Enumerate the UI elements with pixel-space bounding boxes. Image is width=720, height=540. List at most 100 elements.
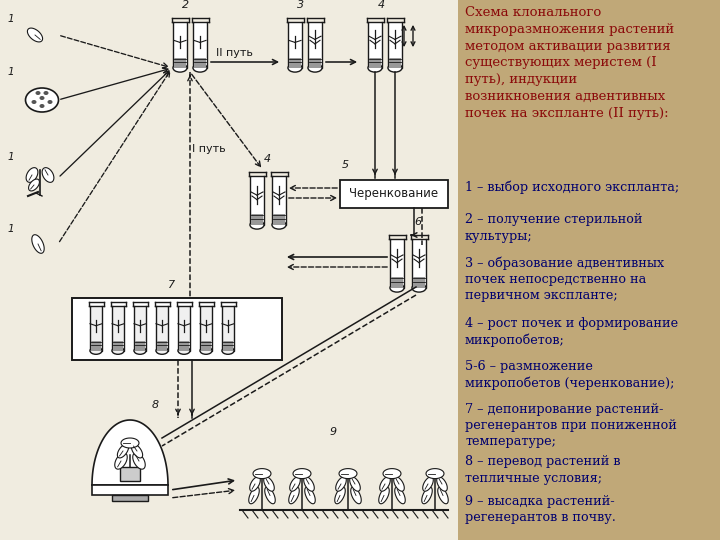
Bar — [193, 22, 207, 68]
Ellipse shape — [40, 104, 45, 108]
Ellipse shape — [48, 100, 53, 104]
Ellipse shape — [272, 221, 286, 229]
Polygon shape — [121, 438, 139, 448]
Bar — [223, 341, 233, 350]
Text: 4: 4 — [264, 154, 271, 164]
Ellipse shape — [250, 221, 264, 229]
Polygon shape — [32, 235, 44, 253]
Ellipse shape — [193, 64, 207, 72]
Polygon shape — [132, 453, 145, 469]
Bar — [0, 0, 458, 540]
Text: 7 – депонирование растений-
регенерантов при пониженной
температуре;: 7 – депонирование растений- регенерантов… — [465, 403, 677, 448]
Polygon shape — [395, 487, 405, 504]
Bar — [179, 341, 189, 350]
Ellipse shape — [222, 347, 234, 354]
Bar — [200, 306, 212, 350]
Bar — [90, 306, 102, 350]
Polygon shape — [253, 469, 271, 478]
Ellipse shape — [156, 347, 168, 354]
Text: 7: 7 — [168, 280, 175, 290]
Polygon shape — [42, 167, 54, 183]
Text: Схема клонального
микроразмножения растений
методом активации развития
существую: Схема клонального микроразмножения расте… — [465, 6, 674, 120]
Polygon shape — [336, 477, 346, 491]
Bar — [288, 22, 302, 68]
Polygon shape — [423, 477, 433, 491]
Text: 6: 6 — [414, 217, 421, 227]
Ellipse shape — [368, 64, 382, 72]
Bar — [157, 341, 167, 350]
Polygon shape — [131, 444, 143, 458]
Polygon shape — [92, 420, 168, 485]
Polygon shape — [437, 477, 447, 491]
Ellipse shape — [32, 100, 37, 104]
Polygon shape — [379, 487, 390, 504]
Text: 1: 1 — [8, 67, 14, 77]
Bar — [251, 214, 263, 225]
Text: 3 – образование адвентивных
почек непосредственно на
первичном экспланте;: 3 – образование адвентивных почек непоср… — [465, 256, 665, 302]
Bar — [173, 22, 187, 68]
Ellipse shape — [388, 64, 402, 72]
Text: 2 – получение стерильной
культуры;: 2 – получение стерильной культуры; — [465, 213, 642, 242]
Polygon shape — [438, 487, 449, 504]
Text: 1: 1 — [8, 152, 14, 162]
Text: I путь: I путь — [192, 144, 225, 154]
Bar — [389, 58, 401, 68]
Ellipse shape — [40, 96, 45, 100]
Text: 3: 3 — [297, 0, 305, 10]
Polygon shape — [114, 453, 127, 469]
Bar — [272, 176, 286, 225]
Bar — [369, 58, 381, 68]
Bar — [178, 306, 190, 350]
Polygon shape — [289, 477, 300, 491]
Text: 4: 4 — [377, 0, 384, 10]
Bar — [412, 239, 426, 288]
Ellipse shape — [390, 284, 404, 292]
Polygon shape — [264, 477, 274, 491]
Polygon shape — [379, 477, 390, 491]
Bar — [308, 22, 322, 68]
Bar — [250, 176, 264, 225]
Text: II путь: II путь — [216, 48, 253, 58]
Polygon shape — [426, 469, 444, 478]
Text: 2: 2 — [182, 0, 189, 10]
Bar — [113, 341, 123, 350]
Text: 5-6 – размножение
микропобетов (черенкование);: 5-6 – размножение микропобетов (черенков… — [465, 360, 675, 390]
Ellipse shape — [25, 88, 58, 112]
Bar — [413, 277, 425, 288]
Polygon shape — [265, 487, 275, 504]
Ellipse shape — [134, 347, 146, 354]
Text: 1: 1 — [8, 14, 14, 24]
Text: 4 – рост почек и формирование
микропобетов;: 4 – рост почек и формирование микропобет… — [465, 317, 678, 347]
Text: 9 – высадка растений-
регенерантов в почву.: 9 – высадка растений- регенерантов в поч… — [465, 495, 616, 524]
Bar — [201, 341, 211, 350]
Text: Черенкование: Черенкование — [349, 187, 438, 200]
Bar — [174, 58, 186, 68]
Text: 8 – перевод растений в
тепличные условия;: 8 – перевод растений в тепличные условия… — [465, 456, 621, 485]
Bar — [309, 58, 321, 68]
Text: 8: 8 — [152, 400, 159, 410]
Text: 5: 5 — [342, 160, 349, 170]
Polygon shape — [383, 469, 401, 478]
Polygon shape — [350, 477, 360, 491]
Ellipse shape — [308, 64, 322, 72]
Polygon shape — [249, 487, 259, 504]
Polygon shape — [26, 167, 38, 183]
Bar — [388, 22, 402, 68]
Polygon shape — [250, 477, 261, 491]
Polygon shape — [335, 487, 346, 504]
Polygon shape — [117, 444, 129, 458]
Bar — [156, 306, 168, 350]
Bar — [368, 22, 382, 68]
Bar — [120, 467, 140, 481]
Text: 1 – выбор исходного экспланта;: 1 – выбор исходного экспланта; — [465, 180, 679, 193]
Ellipse shape — [200, 347, 212, 354]
Ellipse shape — [112, 347, 124, 354]
Polygon shape — [304, 477, 315, 491]
Bar — [112, 495, 148, 501]
Polygon shape — [305, 487, 315, 504]
Bar — [458, 0, 720, 540]
Ellipse shape — [43, 91, 48, 95]
Bar — [273, 214, 285, 225]
Polygon shape — [29, 179, 40, 191]
Bar — [135, 341, 145, 350]
